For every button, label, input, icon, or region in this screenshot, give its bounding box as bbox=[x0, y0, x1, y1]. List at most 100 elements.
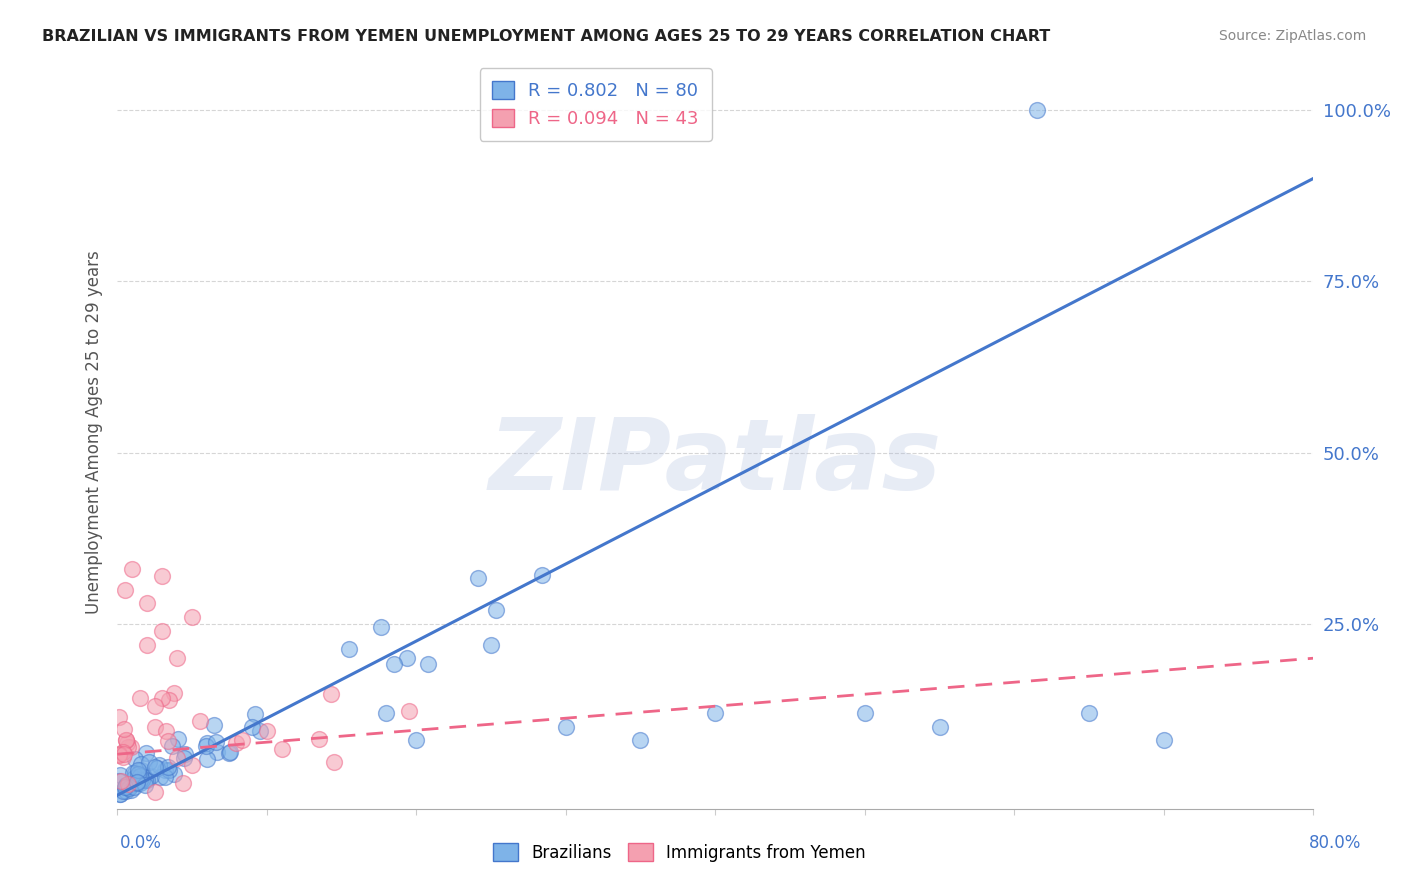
Text: 80.0%: 80.0% bbox=[1309, 834, 1361, 852]
Point bbox=[202, 718, 225, 732]
Point bbox=[128, 773, 150, 788]
Point bbox=[108, 787, 131, 801]
Point bbox=[194, 739, 217, 753]
Point bbox=[128, 767, 150, 781]
Point bbox=[143, 785, 166, 799]
Point bbox=[337, 642, 360, 657]
Point bbox=[174, 747, 197, 761]
Text: BRAZILIAN VS IMMIGRANTS FROM YEMEN UNEMPLOYMENT AMONG AGES 25 TO 29 YEARS CORREL: BRAZILIAN VS IMMIGRANTS FROM YEMEN UNEMP… bbox=[42, 29, 1050, 44]
Point bbox=[249, 723, 271, 738]
Point bbox=[127, 763, 149, 777]
Point bbox=[145, 698, 167, 713]
Point bbox=[107, 773, 129, 788]
Point bbox=[218, 746, 240, 760]
Point bbox=[160, 739, 183, 754]
Point bbox=[114, 582, 136, 597]
Point bbox=[204, 735, 226, 749]
Point bbox=[256, 724, 278, 739]
Point bbox=[120, 782, 142, 797]
Point bbox=[110, 773, 132, 788]
Point bbox=[131, 756, 153, 771]
Point bbox=[128, 776, 150, 790]
Point bbox=[1153, 733, 1175, 747]
Point bbox=[531, 567, 554, 582]
Point bbox=[118, 780, 141, 795]
Point bbox=[231, 732, 253, 747]
Point bbox=[156, 760, 179, 774]
Point bbox=[114, 733, 136, 747]
Point bbox=[308, 731, 330, 746]
Point bbox=[396, 651, 419, 665]
Point bbox=[242, 720, 264, 734]
Point bbox=[111, 745, 134, 759]
Point bbox=[270, 742, 292, 756]
Point bbox=[111, 784, 134, 798]
Point bbox=[112, 750, 135, 764]
Point bbox=[138, 755, 160, 769]
Point bbox=[128, 691, 150, 706]
Point bbox=[479, 638, 502, 652]
Point bbox=[1078, 706, 1101, 720]
Point bbox=[188, 714, 211, 728]
Point bbox=[127, 776, 149, 790]
Point bbox=[382, 657, 405, 672]
Point bbox=[143, 760, 166, 774]
Point bbox=[195, 752, 218, 766]
Point bbox=[207, 745, 229, 759]
Point bbox=[118, 780, 141, 795]
Point bbox=[467, 570, 489, 584]
Point bbox=[114, 778, 136, 792]
Point bbox=[554, 720, 576, 734]
Point bbox=[155, 763, 177, 777]
Point bbox=[153, 770, 176, 784]
Point bbox=[323, 755, 346, 769]
Point bbox=[370, 620, 392, 634]
Point bbox=[418, 657, 440, 671]
Y-axis label: Unemployment Among Ages 25 to 29 years: Unemployment Among Ages 25 to 29 years bbox=[86, 250, 103, 614]
Point bbox=[122, 771, 145, 785]
Point bbox=[131, 772, 153, 787]
Point bbox=[129, 769, 152, 783]
Point bbox=[122, 766, 145, 780]
Point bbox=[127, 767, 149, 781]
Point bbox=[120, 739, 142, 754]
Point bbox=[150, 690, 173, 705]
Point bbox=[124, 752, 146, 766]
Point bbox=[157, 733, 180, 747]
Point bbox=[167, 731, 190, 746]
Point bbox=[118, 777, 141, 791]
Point bbox=[107, 747, 129, 761]
Point bbox=[181, 610, 204, 624]
Point bbox=[157, 693, 180, 707]
Point bbox=[112, 723, 135, 737]
Point bbox=[124, 780, 146, 795]
Point bbox=[115, 736, 138, 750]
Point bbox=[150, 569, 173, 583]
Point bbox=[150, 624, 173, 638]
Point bbox=[141, 769, 163, 783]
Point bbox=[485, 603, 508, 617]
Point bbox=[127, 775, 149, 789]
Point bbox=[155, 724, 177, 739]
Point bbox=[108, 787, 131, 801]
Point bbox=[108, 768, 131, 782]
Point bbox=[148, 757, 170, 772]
Text: 0.0%: 0.0% bbox=[120, 834, 162, 852]
Point bbox=[135, 746, 157, 760]
Point bbox=[146, 761, 169, 775]
Point bbox=[143, 720, 166, 734]
Point bbox=[129, 764, 152, 778]
Point bbox=[163, 766, 186, 780]
Point bbox=[180, 757, 202, 772]
Point bbox=[115, 780, 138, 795]
Text: ZIPatlas: ZIPatlas bbox=[489, 414, 942, 511]
Point bbox=[375, 706, 398, 720]
Point bbox=[132, 770, 155, 784]
Point bbox=[134, 772, 156, 787]
Point bbox=[132, 767, 155, 781]
Point bbox=[195, 736, 218, 750]
Point bbox=[121, 562, 143, 576]
Point bbox=[115, 783, 138, 797]
Point bbox=[172, 776, 194, 790]
Point bbox=[114, 780, 136, 794]
